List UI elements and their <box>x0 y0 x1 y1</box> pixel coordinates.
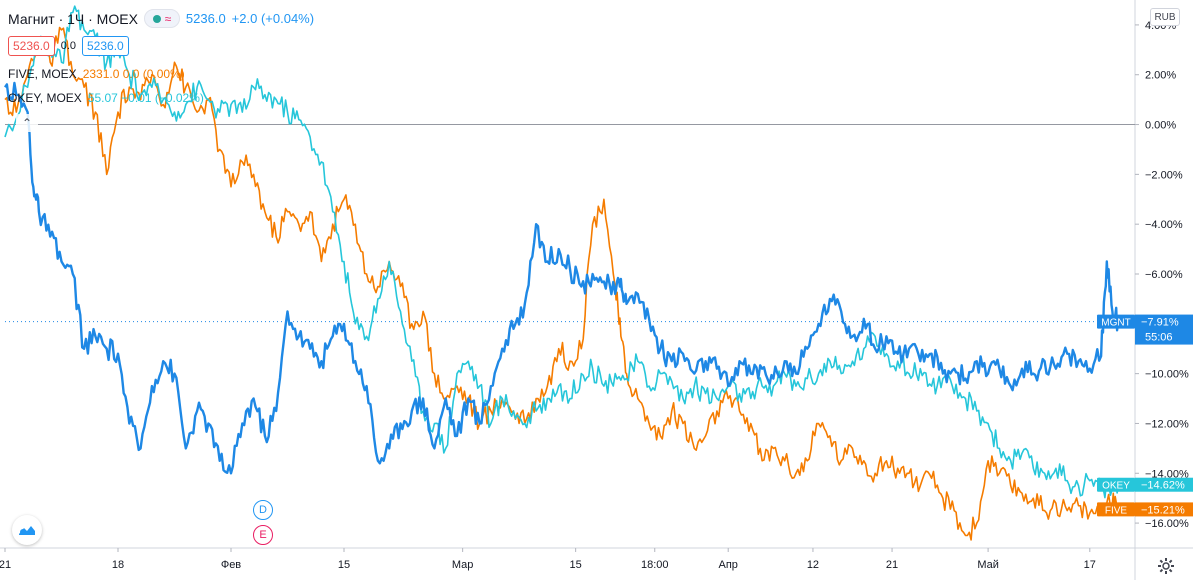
tradingview-logo[interactable] <box>12 515 42 545</box>
overlay-value: 2331.0 0.0 (0.00%) <box>82 67 185 81</box>
earnings-event-marker[interactable]: E <box>253 525 273 545</box>
series-name-tag-five <box>1097 502 1135 517</box>
last-value-text: −15.21% <box>1141 504 1185 516</box>
countdown-text: 55:06 <box>1145 332 1173 344</box>
last-value-label-five <box>1135 502 1193 517</box>
last-value-text: −14.62% <box>1141 480 1185 492</box>
x-tick-label: Мар <box>452 559 474 571</box>
overlay-name: FIVE, MOEX <box>8 67 77 81</box>
overlay-value: 55.07 −0.01 (−0.02%) <box>87 91 204 105</box>
main-legend: Магнит · 1Ч · MOEX ≈ 5236.0 +2.0 (+0.04%… <box>8 9 314 28</box>
trade-buttons: 5236.0 0.0 5236.0 <box>8 36 129 56</box>
wave-icon: ≈ <box>164 11 172 26</box>
series-line-mgnt <box>4 81 1120 475</box>
y-tick-label: −12.00% <box>1145 418 1189 430</box>
buy-button[interactable]: 5236.0 <box>82 36 129 56</box>
last-value-label-mgnt <box>1135 314 1193 345</box>
last-value-text: −7.91% <box>1141 317 1179 329</box>
gear-icon <box>1158 558 1174 574</box>
x-tick-label: 18:00 <box>641 559 669 571</box>
series-name-tag-text: MGNT <box>1101 318 1130 329</box>
series-line-okey <box>4 5 1119 499</box>
y-tick-label: −10.00% <box>1145 369 1189 381</box>
spread-value: 0.0 <box>60 40 76 52</box>
chevron-up-icon: ⌃ <box>21 116 33 130</box>
x-tick-label: 21 <box>886 559 898 571</box>
series-name-tag-text: FIVE <box>1105 505 1128 516</box>
overlay-legend-five[interactable]: FIVE, MOEX 2331.0 0.0 (0.00%) <box>8 67 185 81</box>
series-line-five <box>4 26 1119 541</box>
y-tick-label: −16.00% <box>1145 518 1189 530</box>
y-tick-label: −14.00% <box>1145 468 1189 480</box>
x-tick-label: 17 <box>1084 559 1096 571</box>
x-tick-label: 12 <box>807 559 819 571</box>
x-tick-label: 21 <box>0 559 11 571</box>
y-tick-label: −2.00% <box>1145 169 1183 181</box>
settings-button[interactable] <box>1156 556 1176 576</box>
series-name-tag-okey <box>1097 477 1135 492</box>
x-tick-label: Май <box>977 559 999 571</box>
y-tick-label: −4.00% <box>1145 219 1183 231</box>
series-name-tag-mgnt <box>1097 314 1135 329</box>
x-tick-label: 18 <box>112 559 124 571</box>
x-tick-label: Апр <box>718 559 737 571</box>
tradingview-cloud-icon <box>19 526 35 535</box>
x-tick-label: 15 <box>338 559 350 571</box>
series-name-tag-text: OKEY <box>1102 481 1130 492</box>
market-status-badge[interactable]: ≈ <box>143 9 180 28</box>
price-change: +2.0 (+0.04%) <box>231 11 315 26</box>
dividend-event-marker[interactable]: D <box>253 500 273 520</box>
y-tick-label: −6.00% <box>1145 269 1183 281</box>
symbol-title[interactable]: Магнит · 1Ч · MOEX <box>8 10 138 27</box>
overlay-name: OKEY, MOEX <box>8 91 82 105</box>
last-value-label-okey <box>1135 477 1193 492</box>
y-tick-label: 2.00% <box>1145 70 1176 82</box>
overlay-legend-okey[interactable]: OKEY, MOEX 55.07 −0.01 (−0.02%) <box>8 91 204 105</box>
sell-button[interactable]: 5236.0 <box>8 36 55 56</box>
x-tick-label: 15 <box>570 559 582 571</box>
market-open-dot-icon <box>152 14 161 23</box>
collapse-legend-button[interactable]: ⌃ <box>16 114 38 132</box>
currency-label[interactable]: RUB <box>1150 8 1180 26</box>
last-price: 5236.0 <box>185 11 226 26</box>
y-tick-label: 0.00% <box>1145 120 1176 132</box>
x-tick-label: Фев <box>221 559 241 571</box>
